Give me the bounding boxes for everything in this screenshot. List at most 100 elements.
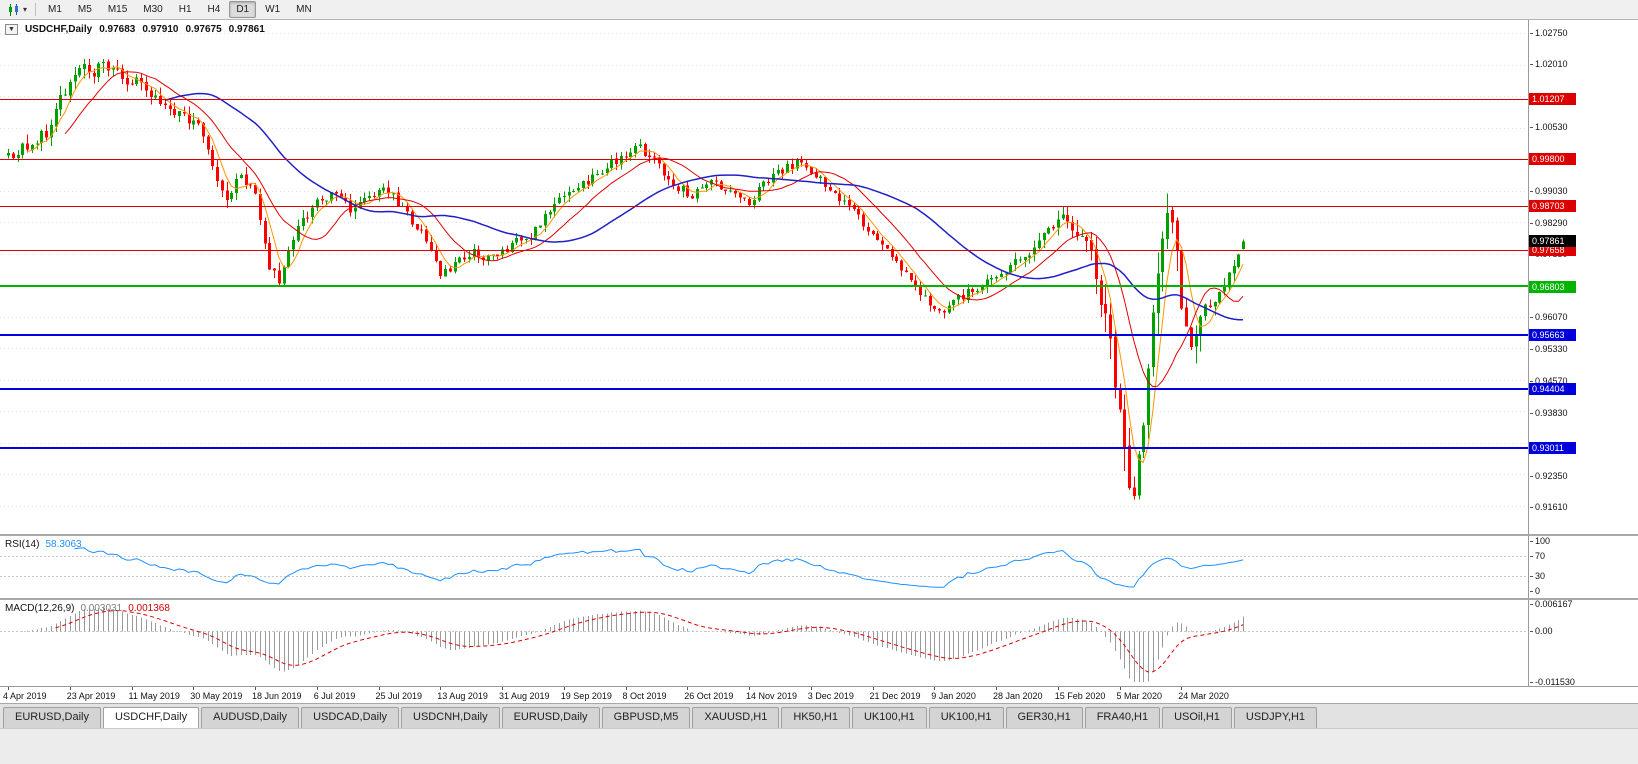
time-axis-tick <box>378 687 380 690</box>
level-price-badge: 0.95663 <box>1529 329 1576 341</box>
rsi-axis-label: 0 <box>1529 585 1541 596</box>
rsi-label: RSI(14) 58.3063 <box>5 539 82 550</box>
chart-tab-xauusd-h1[interactable]: XAUUSD,H1 <box>692 707 780 728</box>
time-axis-label: 24 Mar 2020 <box>1178 691 1229 701</box>
chart-tab-gbpusd-m5[interactable]: GBPUSD,M5 <box>601 707 691 728</box>
timeframe-button-m5[interactable]: M5 <box>77 4 92 15</box>
chart-tab-uk100-h1[interactable]: UK100,H1 <box>851 707 927 728</box>
macd-name: MACD(12,26,9) <box>5 603 75 614</box>
chart-tab-eurusd-daily[interactable]: EURUSD,Daily <box>501 707 600 728</box>
time-axis-label: 19 Sep 2019 <box>560 691 612 701</box>
level-price-badge: 0.94404 <box>1529 382 1576 395</box>
chart-ohlc-header: ▼ USDCHF,Daily 0.97683 0.97910 0.97675 0… <box>5 24 265 35</box>
time-axis-label: 13 Aug 2019 <box>437 691 488 701</box>
price-axis-label: 0.98290 <box>1530 217 1568 228</box>
toolbar: ▾ M1 M5 M15 M30 H1 H4 D1 W1 MN <box>0 0 1638 20</box>
time-axis-label: 9 Jan 2020 <box>931 691 976 701</box>
chart-tab-uk100-h1[interactable]: UK100,H1 <box>928 707 1004 728</box>
price-axis-label: 1.00530 <box>1530 122 1568 133</box>
rsi-axis-label: 70 <box>1529 550 1546 561</box>
time-axis-label: 14 Nov 2019 <box>746 691 798 701</box>
ohlc-close: 0.97861 <box>228 24 265 35</box>
macd-value-signal: 0.001368 <box>128 603 170 614</box>
time-axis-tick <box>749 687 750 690</box>
chart-type-button[interactable]: ▾ <box>4 3 30 17</box>
chart-tab-hk50-h1[interactable]: HK50,H1 <box>781 707 850 728</box>
chart-tab-fra40-h1[interactable]: FRA40,H1 <box>1084 707 1161 728</box>
current-price-badge: 0.97861 <box>1529 235 1576 248</box>
price-axis-label: 0.96070 <box>1530 312 1568 323</box>
time-axis-tick <box>255 687 256 690</box>
chart-tab-usdchf-daily[interactable]: USDCHF,Daily <box>102 707 200 728</box>
chart-tab-usdjpy-h1[interactable]: USDJPY,H1 <box>1233 707 1318 728</box>
time-axis-label: 28 Jan 2020 <box>993 691 1043 701</box>
macd-axis: 0.006167 0.00 -0.011530 <box>1528 600 1638 686</box>
chart-tab-usoil-h1[interactable]: USOil,H1 <box>1162 707 1232 728</box>
time-axis-tick <box>193 687 195 690</box>
macd-label: MACD(12,26,9) 0.003031 0.001368 <box>5 603 170 614</box>
timeframe-button-m15[interactable]: M15 <box>107 4 128 15</box>
time-axis-tick <box>131 687 133 690</box>
time-axis-label: 18 Jun 2019 <box>252 691 302 701</box>
timeframe-button-mn[interactable]: MN <box>296 4 312 15</box>
price-axis-label: 0.95330 <box>1530 343 1568 354</box>
pane-splitter-macd[interactable] <box>0 598 1638 600</box>
macd-axis-label: 0.00 <box>1530 625 1553 636</box>
chart-tab-ger30-h1[interactable]: GER30,H1 <box>1005 707 1083 728</box>
timeframe-button-h1[interactable]: H1 <box>178 4 192 15</box>
time-axis-tick <box>996 687 997 690</box>
time-axis-tick <box>1181 687 1183 690</box>
ohlc-open: 0.97683 <box>99 24 136 35</box>
time-axis-tick <box>687 687 689 690</box>
time-axis-label: 4 Apr 2019 <box>3 691 47 701</box>
level-price-badge: 0.96803 <box>1529 280 1576 293</box>
rsi-name: RSI(14) <box>5 539 40 550</box>
macd-canvas[interactable] <box>0 600 1528 686</box>
time-axis-label: 3 Dec 2019 <box>807 691 854 701</box>
time-axis-label: 25 Jul 2019 <box>375 691 423 701</box>
time-axis-label: 15 Feb 2020 <box>1054 691 1106 701</box>
chart-tab-eurusd-daily[interactable]: EURUSD,Daily <box>3 707 101 728</box>
chevron-down-icon: ▾ <box>23 4 28 14</box>
level-price-badge: 0.99800 <box>1529 152 1576 165</box>
price-axis-label: 0.99030 <box>1530 186 1568 197</box>
macd-axis-label: 0.006167 <box>1530 600 1573 609</box>
timeframe-button-w1[interactable]: W1 <box>265 4 281 15</box>
chart-symbol-period: USDCHF,Daily <box>24 24 93 35</box>
time-axis-tick <box>440 687 442 690</box>
timeframe-button-d1[interactable]: D1 <box>229 1 257 18</box>
timeframe-button-m30[interactable]: M30 <box>143 4 163 15</box>
collapse-pane-button[interactable]: ▼ <box>5 24 18 35</box>
pane-splitter-rsi[interactable] <box>0 534 1638 536</box>
rsi-pane: 100 70 30 0 RSI(14) 58.3063 <box>0 536 1638 598</box>
rsi-value: 58.3063 <box>45 539 82 550</box>
time-axis-tick <box>69 687 71 690</box>
chart-tab-audusd-daily[interactable]: AUDUSD,Daily <box>201 707 300 728</box>
time-axis-tick <box>1057 687 1059 690</box>
time-axis-tick <box>810 687 812 690</box>
ohlc-high: 0.97910 <box>142 24 179 35</box>
timeframe-button-h4[interactable]: H4 <box>207 4 221 15</box>
rsi-canvas[interactable] <box>0 536 1528 598</box>
macd-axis-label: -0.011530 <box>1530 676 1575 686</box>
chart-tab-usdcnh-daily[interactable]: USDCNH,Daily <box>401 707 500 728</box>
time-axis[interactable]: 4 Apr 2019 23 Apr 2019 11 May 2019 30 May 2… <box>0 687 1638 703</box>
price-axis: 1.01207 0.99800 0.98703 0.97861 0.97658 0.968… <box>1528 20 1638 534</box>
price-axis-label: 1.02010 <box>1530 59 1568 70</box>
price-chart-canvas[interactable] <box>0 20 1528 534</box>
level-price-badge: 0.98703 <box>1529 199 1576 212</box>
time-axis-label: 11 May 2019 <box>128 691 180 701</box>
time-axis-label: 26 Oct 2019 <box>684 691 734 701</box>
chart-tab-usdcad-daily[interactable]: USDCAD,Daily <box>301 707 400 728</box>
time-axis-tick <box>1119 687 1121 690</box>
time-axis-label: 30 May 2019 <box>190 691 243 701</box>
status-strip <box>0 728 1638 764</box>
price-axis-label: 0.93830 <box>1530 407 1568 418</box>
time-axis-tick <box>502 687 503 690</box>
ohlc-low: 0.97675 <box>185 24 222 35</box>
time-axis-tick <box>8 687 9 690</box>
price-axis-label: 0.91610 <box>1530 502 1568 513</box>
time-axis-tick <box>563 687 565 690</box>
timeframe-button-m1[interactable]: M1 <box>48 4 62 15</box>
